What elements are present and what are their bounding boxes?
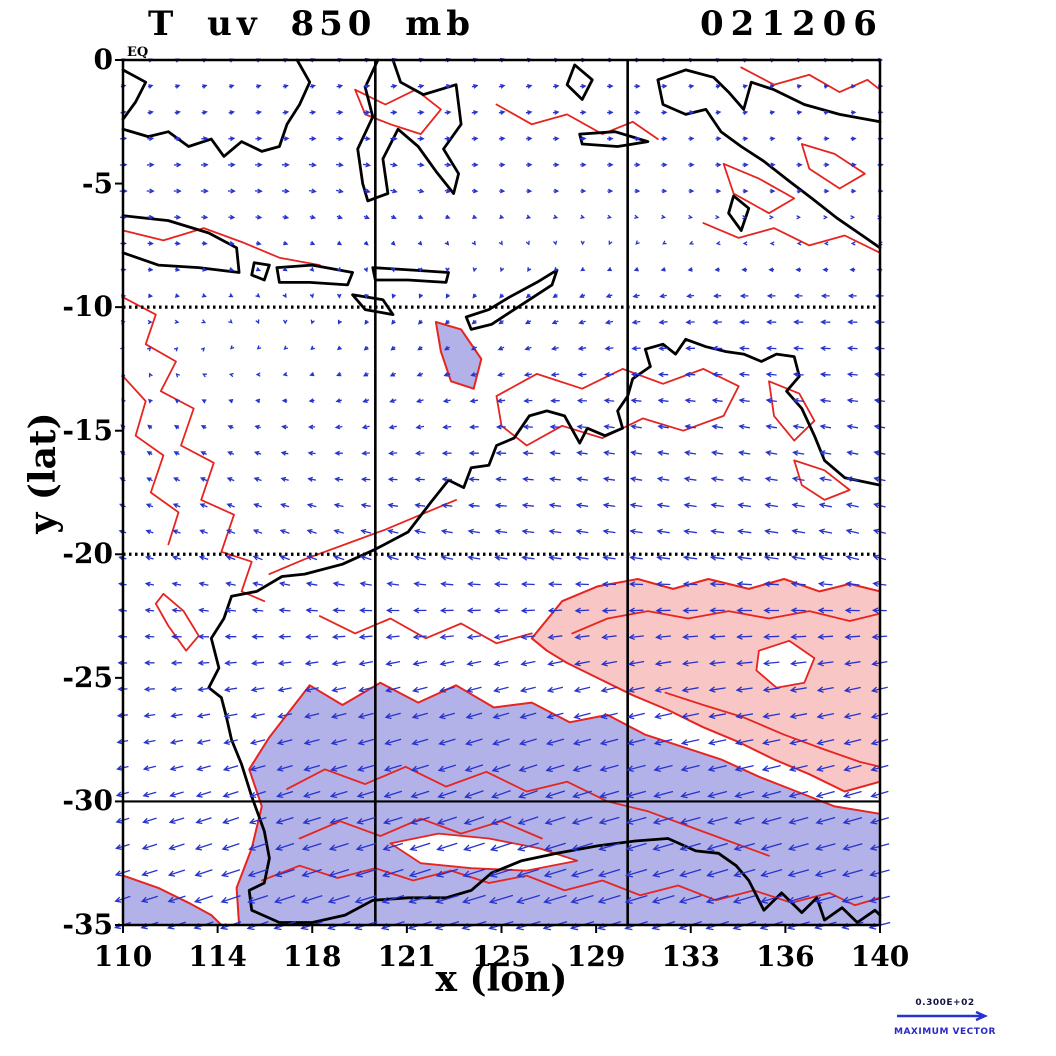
x-tick-label: 136 (756, 940, 815, 973)
y-tick-label: -35 (62, 908, 113, 941)
coastline (356, 58, 463, 203)
contour-line (768, 380, 816, 442)
legend-value: 0.300E+02 (915, 998, 975, 1008)
coastline (371, 266, 450, 284)
contour-line (800, 143, 866, 190)
contour-line (122, 296, 266, 603)
contour-hole (755, 639, 816, 689)
coastline (656, 68, 882, 250)
y-tick-label: -5 (81, 166, 113, 200)
coastline (121, 214, 241, 274)
timestamp: 021206 (700, 4, 884, 44)
coastline (250, 261, 271, 282)
coastline (121, 68, 148, 121)
contour-line (664, 691, 881, 768)
contour-line (318, 615, 533, 645)
contour-line (154, 592, 200, 652)
y-tick-label: -15 (62, 413, 113, 447)
contour-hole (389, 832, 579, 872)
contour-line (793, 459, 851, 501)
cold-region (434, 321, 483, 390)
contour-line (354, 88, 442, 135)
y-tick-label: -30 (62, 784, 113, 818)
coastline (207, 337, 882, 924)
x-axis-label: x (lon) (435, 958, 568, 1000)
coastline (565, 63, 594, 101)
page-title: T uv 850 mb (148, 4, 476, 44)
x-tick-label: 133 (661, 940, 720, 973)
contour-line (740, 66, 881, 93)
y-tick-label: 0 (93, 43, 113, 76)
contour-line (722, 162, 796, 215)
coastline (578, 130, 650, 148)
contour-line (260, 864, 881, 907)
contour-line (122, 375, 180, 546)
y-tick-label: -10 (62, 290, 113, 324)
x-tick-label: 140 (850, 940, 910, 973)
contour-line (298, 817, 543, 840)
x-tick-label: 110 (93, 940, 153, 973)
coastline (351, 293, 395, 316)
contour-line (286, 765, 770, 857)
contour-line (495, 368, 740, 447)
x-tick-label: 118 (283, 940, 342, 973)
x-tick-label: 114 (188, 940, 247, 973)
coastline (464, 268, 559, 331)
x-tick-label: 125 (472, 940, 531, 973)
contour-line (571, 610, 881, 635)
contour-line (122, 227, 321, 266)
coastline (275, 263, 354, 287)
coastline (727, 194, 751, 232)
x-tick-label: 129 (566, 940, 626, 973)
contour-line (268, 499, 457, 575)
max-vector-legend: 0.300E+02 MAXIMUM VECTOR (885, 998, 1005, 1037)
contour-line (495, 103, 659, 140)
max-vector-arrow-icon (897, 1010, 988, 1022)
coastline (121, 58, 312, 158)
cold-region (235, 681, 881, 926)
y-tick-label: -25 (62, 660, 113, 694)
x-tick-label: 121 (377, 940, 437, 973)
legend-caption: MAXIMUM VECTOR (893, 1027, 996, 1037)
contour-line (702, 222, 881, 254)
equator-label: EQ (127, 45, 149, 60)
y-tick-label: -20 (62, 537, 113, 571)
